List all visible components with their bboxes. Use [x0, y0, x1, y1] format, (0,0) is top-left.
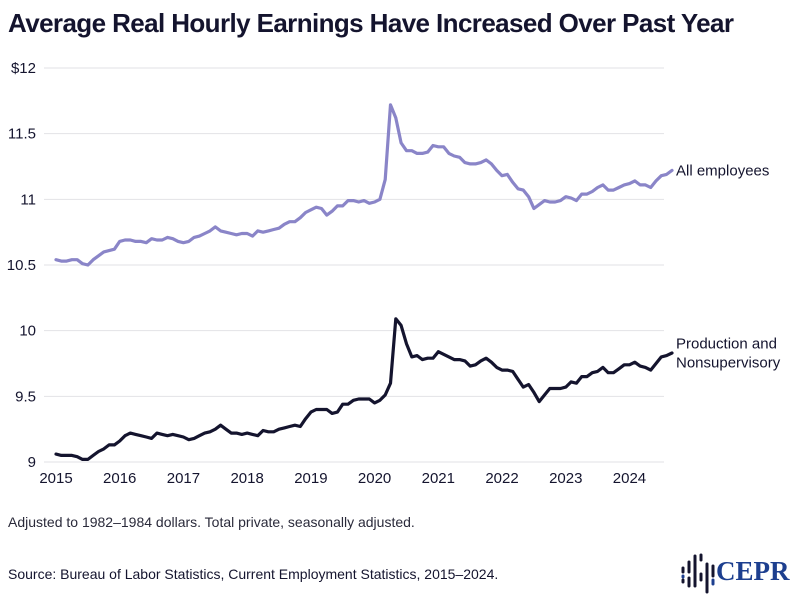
- x-tick-label: 2018: [230, 470, 263, 487]
- series-lines: [54, 103, 674, 461]
- x-tick-label: 2016: [103, 470, 136, 487]
- series-label: Nonsupervisory: [676, 354, 781, 371]
- footnote: Adjusted to 1982–1984 dollars. Total pri…: [8, 514, 415, 530]
- x-tick-label: 2015: [39, 470, 72, 487]
- gridlines: [44, 67, 664, 463]
- source-note: Source: Bureau of Labor Statistics, Curr…: [8, 566, 499, 582]
- x-tick-label: 2022: [485, 470, 518, 487]
- y-tick-label: 11: [20, 191, 36, 208]
- y-tick-label: 9: [28, 454, 36, 471]
- x-tick-label: 2017: [167, 470, 200, 487]
- series-label: All employees: [676, 162, 769, 179]
- x-tick-label: 2021: [422, 470, 455, 487]
- chart-title: Average Real Hourly Earnings Have Increa…: [8, 8, 734, 38]
- y-axis-ticks: $12 11.5 11 10.5 10 9.5 9: [7, 60, 36, 471]
- x-tick-label: 2019: [294, 470, 327, 487]
- x-axis-ticks: 2015 2016 2017 2018 2019 2020 2021 2022 2023 2024: [39, 470, 646, 487]
- x-tick-label: 2023: [549, 470, 582, 487]
- series-line-all-employees: [54, 103, 674, 267]
- series-line-production-nonsupervisory: [54, 317, 674, 461]
- series-label: Production and: [676, 335, 777, 352]
- series-labels: All employees Production and Nonsupervisor…: [676, 162, 781, 371]
- cepr-bars-icon: [681, 553, 715, 594]
- x-tick-label: 2020: [358, 470, 391, 487]
- line-chart: $12 11.5 11 10.5 10 9.5 9 2015 2016 2017 2018 2019…: [7, 60, 781, 487]
- y-tick-label: 10: [19, 323, 36, 340]
- y-tick-label: 9.5: [15, 388, 36, 405]
- y-tick-label: 11.5: [8, 126, 36, 143]
- cepr-logo: CEPR: [680, 550, 795, 600]
- x-tick-label: 2024: [613, 470, 646, 487]
- y-tick-label: 10.5: [7, 257, 36, 274]
- logo-text: CEPR: [716, 556, 790, 586]
- y-tick-label: $12: [11, 60, 36, 77]
